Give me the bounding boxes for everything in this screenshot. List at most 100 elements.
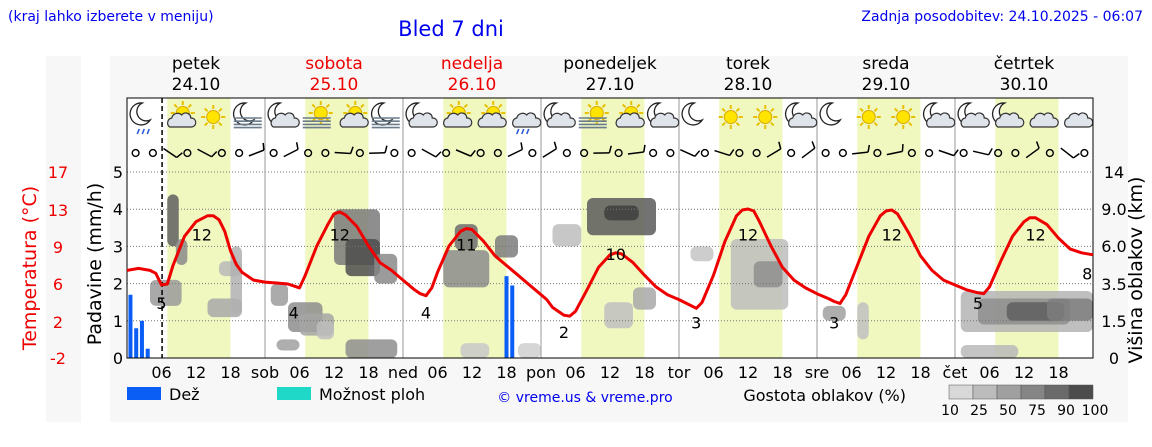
cloud-height-tick-label: 1.5 bbox=[1101, 312, 1126, 331]
sun-icon bbox=[891, 105, 915, 129]
precipitation-tick-label: 5 bbox=[113, 163, 123, 182]
time-tick-label: 12 bbox=[876, 363, 896, 382]
cloud-height-tick-label: 3.5 bbox=[1101, 275, 1126, 294]
time-tick-label: 18 bbox=[1048, 363, 1068, 382]
cloud-height-tick-label: 0 bbox=[1109, 349, 1119, 368]
temperature-value-label: 12 bbox=[1025, 226, 1045, 245]
cloud-density-patch bbox=[461, 343, 490, 358]
time-tick-label: 06 bbox=[427, 363, 447, 382]
sun-icon bbox=[857, 105, 881, 129]
precipitation-tick-label: 4 bbox=[113, 200, 123, 219]
time-tick-label: 12 bbox=[462, 363, 482, 382]
legend-showers-swatch bbox=[277, 387, 311, 400]
precipitation-bar bbox=[505, 276, 509, 358]
temperature-tick-label: 2 bbox=[53, 313, 63, 332]
time-tick-label: ned bbox=[388, 363, 418, 382]
cloud-density-patch bbox=[346, 339, 398, 358]
precipitation-bar bbox=[134, 328, 138, 358]
cloud-density-patch bbox=[691, 246, 714, 261]
cloud-density-patch bbox=[1047, 298, 1093, 320]
cloud-density-level-label: 100 bbox=[1082, 403, 1109, 419]
cloud-density-patch bbox=[443, 250, 489, 287]
day-name: petek bbox=[172, 54, 220, 74]
cloud-density-level-label: 90 bbox=[1057, 403, 1075, 419]
cloud-density-swatch bbox=[1069, 385, 1093, 399]
temperature-axis-title: Temperatura (°C) bbox=[19, 186, 41, 351]
location-hint: (kraj lahko izberete v meniju) bbox=[8, 9, 214, 25]
day-date: 29.10 bbox=[862, 75, 911, 95]
time-tick-label: 18 bbox=[634, 363, 654, 382]
temperature-value-label: 12 bbox=[192, 226, 212, 245]
temperature-value-label: 3 bbox=[829, 313, 839, 332]
day-name: četrtek bbox=[994, 54, 1055, 74]
time-tick-label: 06 bbox=[151, 363, 171, 382]
cloud-density-swatch bbox=[997, 385, 1021, 399]
cloud-density-patch bbox=[633, 287, 656, 309]
sun-icon bbox=[753, 105, 777, 129]
time-tick-label: čet bbox=[943, 363, 968, 382]
precipitation-tick-label: 3 bbox=[113, 237, 123, 256]
time-tick-label: 06 bbox=[289, 363, 309, 382]
temperature-tick-label: 17 bbox=[48, 163, 68, 182]
day-name: sreda bbox=[862, 54, 909, 74]
time-tick-label: 12 bbox=[738, 363, 758, 382]
last-update: Zadnja posodobitev: 24.10.2025 - 06:07 bbox=[861, 9, 1143, 25]
day-date: 26.10 bbox=[448, 75, 497, 95]
time-tick-label: 18 bbox=[220, 363, 240, 382]
precipitation-tick-label: 2 bbox=[113, 275, 123, 294]
cloud-height-tick-label: 6.0 bbox=[1101, 237, 1126, 256]
precipitation-tick-label: 1 bbox=[113, 312, 123, 331]
cloud-density-patch bbox=[604, 205, 639, 220]
temperature-tick-label: 9 bbox=[53, 238, 63, 257]
cloud-density-patch bbox=[961, 345, 1019, 358]
temperature-value-label: 12 bbox=[330, 226, 350, 245]
precipitation-tick-label: 0 bbox=[113, 349, 123, 368]
time-tick-label: pon bbox=[526, 363, 556, 382]
temperature-tick-label: 13 bbox=[48, 201, 68, 220]
temperature-value-label: 4 bbox=[289, 304, 299, 323]
day-name: sobota bbox=[305, 54, 363, 74]
cloud-density-swatch bbox=[973, 385, 997, 399]
legend-cloud-title: Gostota oblakov (%) bbox=[743, 386, 906, 405]
cloud-density-level-label: 75 bbox=[1028, 403, 1046, 419]
cloud-density-patch bbox=[317, 321, 334, 340]
temperature-value-label: 4 bbox=[421, 304, 431, 323]
time-tick-label: 18 bbox=[358, 363, 378, 382]
legend-showers-label: Možnost ploh bbox=[319, 385, 425, 404]
cloud-height-tick-label: 14 bbox=[1104, 163, 1124, 182]
sun-icon bbox=[719, 105, 743, 129]
time-tick-label: 12 bbox=[186, 363, 206, 382]
cloud-density-level-label: 50 bbox=[999, 403, 1017, 419]
cloud-density-level-label: 10 bbox=[941, 403, 959, 419]
cloud-density-swatch bbox=[1045, 385, 1069, 399]
cloud-height-axis-title: Višina oblakov (km) bbox=[1125, 177, 1147, 364]
cloud-density-patch bbox=[271, 284, 288, 306]
credit-link[interactable]: © vreme.us & vreme.pro bbox=[497, 390, 672, 406]
day-date: 28.10 bbox=[724, 75, 773, 95]
temperature-value-label: 12 bbox=[738, 226, 758, 245]
day-date: 24.10 bbox=[172, 75, 221, 95]
precipitation-bar bbox=[146, 349, 150, 358]
day-name: nedelja bbox=[441, 54, 503, 74]
cloud-height-tick-label: 9.0 bbox=[1101, 200, 1126, 219]
temperature-value-label: 2 bbox=[559, 323, 569, 342]
temperature-value-label: 10 bbox=[606, 245, 626, 264]
temperature-tick-label: 6 bbox=[53, 275, 63, 294]
temperature-value-label: 12 bbox=[882, 226, 902, 245]
time-tick-label: 18 bbox=[772, 363, 792, 382]
cloud-density-patch bbox=[553, 224, 582, 246]
day-date: 30.10 bbox=[1000, 75, 1049, 95]
legend-rain-label: Dež bbox=[169, 385, 200, 404]
time-tick-label: 18 bbox=[910, 363, 930, 382]
legend-rain-swatch bbox=[127, 387, 161, 400]
page-title: Bled 7 dni bbox=[398, 17, 504, 41]
precipitation-axis-title: Padavine (mm/h) bbox=[84, 183, 106, 346]
day-date: 25.10 bbox=[310, 75, 359, 95]
time-tick-label: sob bbox=[251, 363, 279, 382]
temperature-value-label: 11 bbox=[456, 235, 476, 254]
cloud-density-patch bbox=[167, 194, 179, 246]
cloud-density-patch bbox=[604, 302, 633, 328]
time-tick-label: sre bbox=[805, 363, 829, 382]
time-tick-label: 06 bbox=[565, 363, 585, 382]
